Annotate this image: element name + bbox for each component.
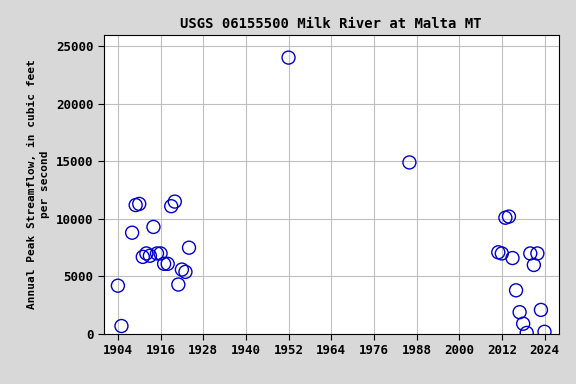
- Point: [156, 250, 165, 257]
- Point: [142, 250, 151, 257]
- Point: [177, 266, 187, 273]
- Point: [501, 215, 510, 221]
- Point: [522, 330, 531, 336]
- Point: [138, 254, 147, 260]
- Point: [494, 249, 503, 255]
- Point: [174, 281, 183, 288]
- Point: [149, 224, 158, 230]
- Point: [529, 262, 539, 268]
- Y-axis label: Annual Peak Streamflow, in cubic feet
per second: Annual Peak Streamflow, in cubic feet pe…: [27, 60, 50, 309]
- Point: [113, 283, 123, 289]
- Point: [145, 253, 154, 259]
- Point: [526, 250, 535, 257]
- Point: [536, 307, 545, 313]
- Point: [405, 159, 414, 166]
- Point: [511, 287, 521, 293]
- Point: [163, 261, 172, 267]
- Point: [131, 202, 141, 208]
- Point: [135, 201, 144, 207]
- Point: [184, 245, 194, 251]
- Point: [181, 269, 190, 275]
- Title: USGS 06155500 Milk River at Malta MT: USGS 06155500 Milk River at Malta MT: [180, 17, 482, 31]
- Point: [518, 321, 528, 327]
- Point: [153, 250, 162, 257]
- Point: [515, 309, 524, 315]
- Point: [160, 261, 169, 267]
- Point: [284, 55, 293, 61]
- Point: [497, 250, 506, 257]
- Point: [540, 329, 549, 335]
- Point: [127, 230, 137, 236]
- Point: [170, 199, 179, 205]
- Point: [117, 323, 126, 329]
- Point: [166, 203, 176, 209]
- Point: [508, 255, 517, 261]
- Point: [505, 214, 514, 220]
- Point: [533, 250, 542, 257]
